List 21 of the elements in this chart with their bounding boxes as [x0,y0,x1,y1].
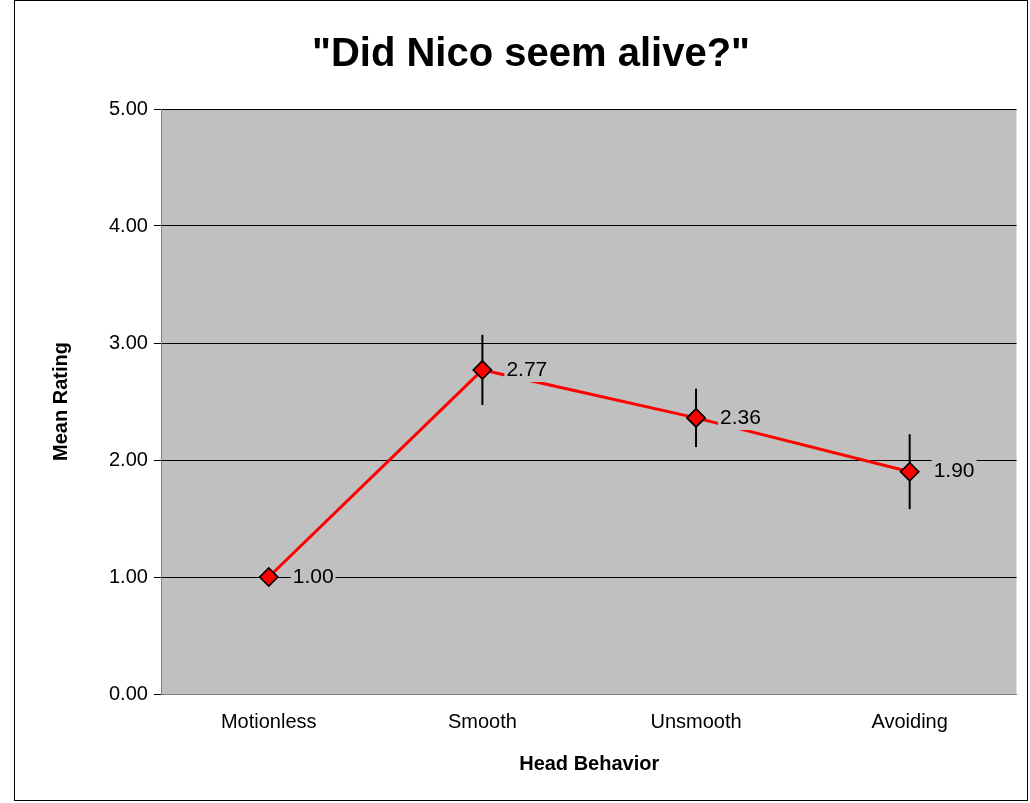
data-label: 2.36 [720,404,761,428]
y-axis-title: Mean Rating [48,342,71,461]
x-tick-label: Avoiding [871,709,948,732]
y-tick-label: 2.00 [108,447,148,470]
point [899,461,920,482]
x-tick-label: Smooth [447,709,517,732]
y-tick-label: 5.00 [108,96,148,119]
point [472,360,493,380]
point [259,567,279,587]
x-tick-label: Motionless [220,709,317,732]
point [686,408,706,428]
y-tick-label: 1.00 [108,564,148,587]
y-tick-label: 4.00 [108,213,148,236]
data-label: 2.77 [506,356,548,380]
x-tick-label: Unsmooth [650,709,742,732]
data-label: 1.90 [933,458,975,482]
y-tick-label: 3.00 [108,330,148,353]
data-label: 1.00 [292,563,334,587]
chart-title: "Did Nico seem alive?" [311,30,751,75]
y-tick-label: 0.00 [108,681,148,704]
x-axis-title: Head Behavior [519,751,660,774]
